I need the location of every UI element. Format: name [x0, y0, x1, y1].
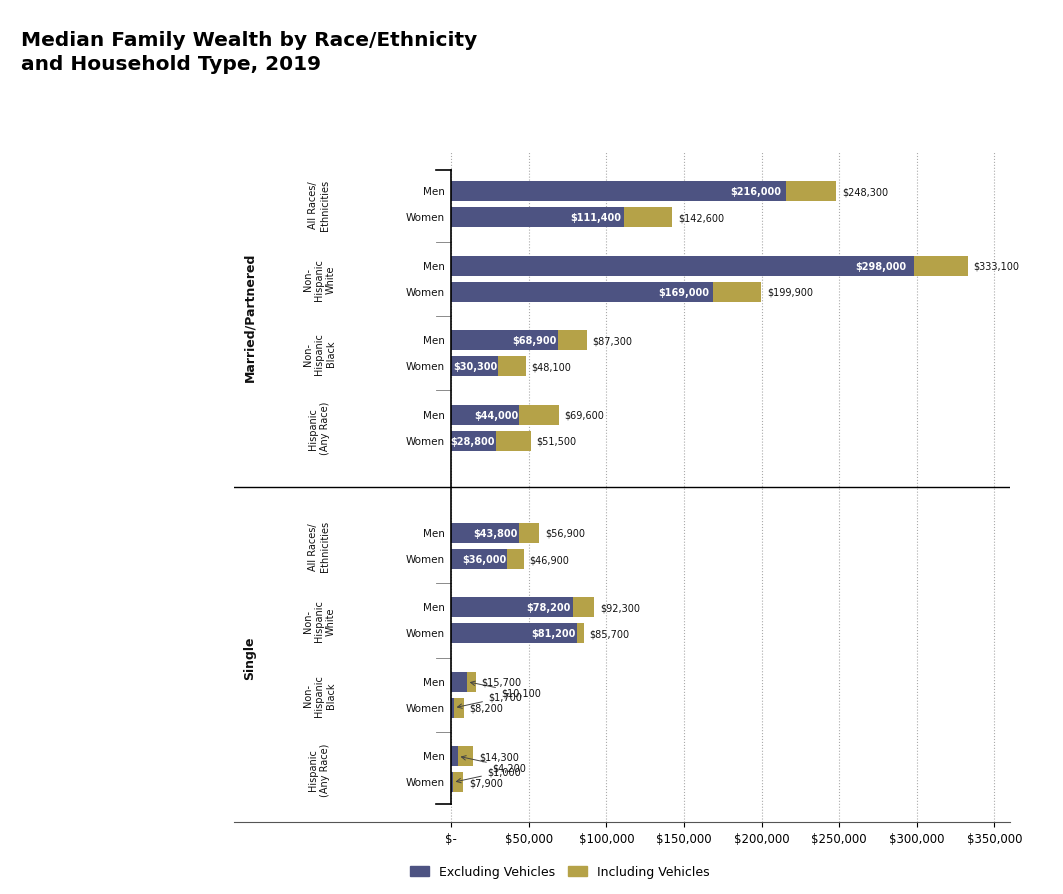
Bar: [577, 624, 585, 644]
Bar: [451, 624, 577, 644]
Text: Hispanic
(Any Race): Hispanic (Any Race): [308, 401, 330, 455]
Text: $14,300: $14,300: [478, 751, 519, 761]
Text: $85,700: $85,700: [590, 628, 629, 638]
Text: Men: Men: [423, 410, 445, 420]
Text: Women: Women: [406, 288, 445, 298]
Bar: [451, 672, 467, 692]
Text: $56,900: $56,900: [545, 528, 585, 538]
Text: Men: Men: [423, 751, 445, 761]
Text: $199,900: $199,900: [766, 288, 813, 298]
Text: $248,300: $248,300: [842, 187, 888, 197]
Bar: [451, 331, 558, 350]
Bar: [787, 182, 837, 202]
Text: $81,200: $81,200: [530, 628, 575, 638]
Text: Median Family Wealth by Race/Ethnicity
and Household Type, 2019: Median Family Wealth by Race/Ethnicity a…: [21, 31, 477, 73]
Text: $169,000: $169,000: [658, 288, 709, 298]
Bar: [451, 698, 454, 718]
Text: $7,900: $7,900: [469, 778, 503, 788]
Bar: [451, 523, 519, 544]
Bar: [495, 431, 532, 451]
Text: $30,300: $30,300: [453, 362, 497, 372]
Text: Non-
Hispanic
Black: Non- Hispanic Black: [303, 674, 336, 716]
Text: Women: Women: [406, 704, 445, 713]
Text: Single: Single: [242, 637, 256, 679]
Bar: [467, 672, 475, 692]
Text: $1,700: $1,700: [457, 692, 522, 709]
Text: Non-
Hispanic
Black: Non- Hispanic Black: [303, 333, 336, 375]
Bar: [451, 550, 507, 569]
Text: Hispanic
(Any Race): Hispanic (Any Race): [308, 743, 330, 796]
Bar: [499, 357, 526, 377]
Text: Men: Men: [423, 187, 445, 197]
Text: $36,000: $36,000: [462, 554, 506, 564]
Text: Men: Men: [423, 336, 445, 346]
Text: Married/Partnered: Married/Partnered: [242, 252, 256, 381]
Text: $46,900: $46,900: [529, 554, 569, 564]
Text: Women: Women: [406, 628, 445, 638]
Text: Women: Women: [406, 362, 445, 372]
Legend: Excluding Vehicles, Including Vehicles: Excluding Vehicles, Including Vehicles: [405, 860, 714, 883]
Bar: [913, 257, 968, 276]
Bar: [558, 331, 587, 350]
Text: Men: Men: [423, 603, 445, 612]
Text: $87,300: $87,300: [592, 336, 632, 346]
Bar: [451, 405, 520, 425]
Text: $111,400: $111,400: [571, 214, 622, 224]
Bar: [451, 746, 458, 766]
Bar: [451, 772, 453, 792]
Text: $28,800: $28,800: [451, 436, 495, 446]
Text: $43,800: $43,800: [474, 528, 518, 538]
Text: $44,000: $44,000: [474, 410, 519, 420]
Bar: [451, 431, 495, 451]
Bar: [573, 597, 594, 618]
Text: $92,300: $92,300: [600, 603, 640, 612]
Text: Women: Women: [406, 554, 445, 564]
Bar: [454, 698, 463, 718]
Text: Men: Men: [423, 261, 445, 271]
Bar: [458, 746, 473, 766]
Bar: [453, 772, 463, 792]
Bar: [451, 208, 624, 228]
Text: Men: Men: [423, 528, 445, 538]
Text: $333,100: $333,100: [974, 261, 1019, 271]
Bar: [713, 283, 761, 302]
Text: All Races/
Ethnicities: All Races/ Ethnicities: [308, 520, 330, 572]
Bar: [519, 523, 539, 544]
Text: $69,600: $69,600: [564, 410, 605, 420]
Text: $10,100: $10,100: [471, 681, 541, 698]
Text: $15,700: $15,700: [480, 677, 521, 687]
Text: $78,200: $78,200: [526, 603, 571, 612]
Bar: [451, 357, 499, 377]
Bar: [624, 208, 673, 228]
Text: Women: Women: [406, 436, 445, 446]
Bar: [451, 182, 787, 202]
Text: Non-
Hispanic
White: Non- Hispanic White: [303, 600, 336, 642]
Text: $48,100: $48,100: [532, 362, 571, 372]
Bar: [520, 405, 559, 425]
Text: $142,600: $142,600: [678, 214, 724, 224]
Text: $216,000: $216,000: [730, 187, 781, 197]
Text: $1,000: $1,000: [456, 766, 521, 783]
Text: Women: Women: [406, 778, 445, 788]
Text: Non-
Hispanic
White: Non- Hispanic White: [303, 258, 336, 300]
Text: $4,200: $4,200: [461, 755, 526, 772]
Bar: [507, 550, 524, 569]
Text: $298,000: $298,000: [856, 261, 907, 271]
Bar: [451, 597, 573, 618]
Text: $68,900: $68,900: [512, 336, 556, 346]
Text: All Races/
Ethnicities: All Races/ Ethnicities: [308, 180, 330, 231]
Text: $8,200: $8,200: [469, 704, 503, 713]
Text: $51,500: $51,500: [537, 436, 576, 446]
Text: Men: Men: [423, 677, 445, 687]
Bar: [451, 283, 713, 302]
Text: Women: Women: [406, 214, 445, 224]
Bar: [451, 257, 913, 276]
